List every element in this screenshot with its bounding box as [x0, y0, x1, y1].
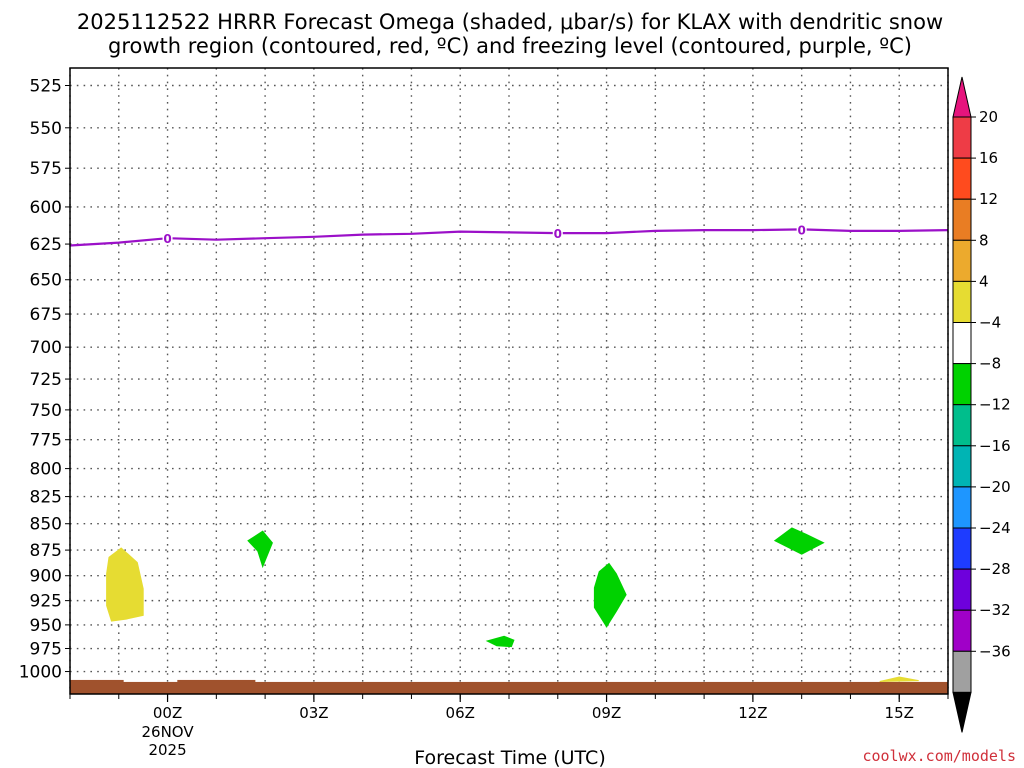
y-tick-label: 625: [30, 235, 62, 255]
y-tick-label: 725: [30, 370, 62, 390]
colorbar-band: [952, 239, 972, 282]
y-tick-label: 650: [30, 271, 62, 291]
freezing-level-label: 0: [797, 223, 805, 237]
chart-title-line-1: 2025112522 HRRR Forecast Omega (shaded, …: [77, 10, 943, 34]
colorbar-label: 8: [979, 231, 989, 249]
chart-title-line-2: growth region (contoured, red, ºC) and f…: [108, 34, 912, 58]
colorbar-band: [952, 116, 972, 159]
x-tick-label: 03Z: [299, 704, 328, 722]
colorbar-label: −16: [979, 437, 1011, 455]
y-tick-label: 700: [30, 338, 62, 358]
colorbar-label: −28: [979, 560, 1011, 578]
y-tick-label: 900: [30, 567, 62, 587]
terrain-strip: [70, 681, 948, 694]
omega-region: [879, 676, 919, 682]
x-tick-label: 15Z: [885, 704, 914, 722]
x-tick-date-label: 26NOV: [141, 723, 194, 741]
y-tick-label: 1000: [19, 663, 62, 683]
colorbar-band: [952, 650, 972, 693]
x-axis-title: Forecast Time (UTC): [414, 747, 605, 768]
x-tick-label: 06Z: [446, 704, 475, 722]
terrain-ground: [70, 679, 948, 694]
colorbar-label: 20: [979, 108, 998, 126]
colorbar-label: −24: [979, 519, 1011, 537]
freezing-level-label-bg: [162, 231, 173, 246]
y-tick-label: 525: [30, 76, 62, 96]
colorbar-band: [952, 363, 972, 406]
colorbar-label: −32: [979, 601, 1011, 619]
colorbar-band: [952, 157, 972, 200]
colorbar-band: [952, 404, 972, 447]
freezing-level-group: 0 0 0: [69, 222, 949, 247]
freezing-level-label-bg: [552, 226, 563, 241]
y-tick-label: 550: [30, 119, 62, 139]
colorbar-label: −8: [979, 355, 1001, 373]
colorbar-band: [952, 445, 972, 488]
y-tick-label: 950: [30, 616, 62, 636]
omega-shaded-regions: [106, 527, 919, 682]
omega-region: [106, 547, 144, 622]
y-tick-label: 800: [30, 460, 62, 480]
y-axis-ticks: 525 550 575 600 625 650 675 700 725 750 775 800 825 8…: [19, 76, 70, 683]
x-tick-label: 09Z: [592, 704, 621, 722]
colorbar-band: [952, 486, 972, 529]
colorbar-band: [952, 609, 972, 652]
colorbar-label: −12: [979, 396, 1011, 414]
colorbar-label: 4: [979, 272, 989, 290]
y-tick-label: 675: [30, 305, 62, 325]
y-tick-label: 850: [30, 515, 62, 535]
colorbar-bottom-cap: [952, 691, 972, 733]
freezing-level-label: 0: [163, 232, 171, 246]
colorbar-top-cap: [952, 76, 972, 118]
freezing-level-label-bg: [796, 222, 807, 237]
freezing-level-label: 0: [554, 227, 562, 241]
y-tick-label: 775: [30, 431, 62, 451]
x-tick-label: 00Z: [153, 704, 182, 722]
omega-region: [247, 530, 273, 569]
y-tick-label: 825: [30, 488, 62, 508]
site-credit: coolwx.com/models: [862, 747, 1016, 765]
colorbar-band: [952, 322, 972, 365]
y-tick-label: 925: [30, 592, 62, 612]
colorbar-band: [952, 568, 972, 611]
y-tick-label: 575: [30, 159, 62, 179]
colorbar-band: [952, 280, 972, 323]
y-tick-label: 975: [30, 640, 62, 660]
omega-region: [773, 527, 825, 555]
colorbar-label: 12: [979, 190, 998, 208]
colorbar-band: [952, 527, 972, 570]
terrain-bump: [70, 679, 124, 683]
colorbar-band: [952, 198, 972, 241]
x-tick-date-label: 2025: [148, 741, 186, 759]
colorbar-label: −20: [979, 478, 1011, 496]
colorbar-label: −36: [979, 642, 1011, 660]
omega-region: [593, 562, 627, 628]
y-tick-label: 600: [30, 198, 62, 218]
x-tick-label: 12Z: [738, 704, 767, 722]
colorbar-label: −4: [979, 314, 1001, 332]
colorbar-label: 16: [979, 149, 998, 167]
terrain-bump: [177, 679, 256, 683]
y-tick-label: 875: [30, 541, 62, 561]
colorbar: 20 16 12 8 4 −4 −8 −12 −16 −20 −24 −28 −32 −36: [952, 76, 1011, 733]
omega-region: [485, 635, 515, 648]
y-tick-label: 750: [30, 401, 62, 421]
